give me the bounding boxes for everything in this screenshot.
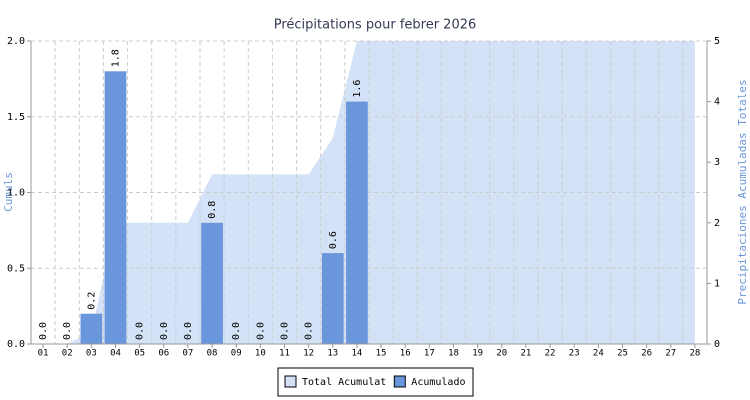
x-tick-label: 20	[496, 349, 507, 359]
legend-swatch	[393, 375, 406, 388]
x-tick-label: 17	[424, 349, 435, 359]
y2-tick-label: 4	[714, 97, 720, 108]
x-tick-label: 14	[352, 349, 363, 359]
x-tick-label: 19	[472, 349, 483, 359]
y-tick-label: 1.0	[7, 188, 25, 199]
y2-tick-label: 5	[714, 36, 720, 47]
data-label: 1.6	[352, 80, 363, 98]
x-tick-label: 05	[134, 349, 145, 359]
data-label: 0.6	[328, 231, 339, 249]
data-label: 0.0	[231, 322, 242, 340]
x-tick-label: 27	[665, 349, 676, 359]
x-tick-label: 08	[207, 349, 218, 359]
data-label: 0.2	[86, 292, 97, 310]
y2-tick-label: 1	[714, 278, 720, 289]
data-label: 0.0	[304, 322, 315, 340]
y2-tick-label: 0	[714, 339, 720, 350]
data-label: 0.8	[207, 201, 218, 219]
x-tick-label: 03	[86, 349, 97, 359]
x-tick-label: 28	[690, 349, 701, 359]
x-tick-label: 21	[521, 349, 532, 359]
data-label: 1.8	[111, 49, 122, 67]
y2-tick-label: 3	[714, 157, 720, 168]
x-tick-label: 01	[38, 349, 49, 359]
y-tick-label: 0.0	[7, 339, 25, 350]
x-tick-label: 23	[569, 349, 580, 359]
x-tick-label: 15	[376, 349, 387, 359]
data-label: 0.0	[38, 322, 49, 340]
x-tick-label: 11	[279, 349, 290, 359]
x-tick-label: 07	[183, 349, 194, 359]
x-tick-label: 16	[400, 349, 411, 359]
data-label: 0.0	[62, 322, 73, 340]
legend-box	[277, 367, 474, 397]
bar	[201, 222, 223, 344]
x-tick-label: 24	[593, 349, 604, 359]
x-tick-label: 26	[641, 349, 652, 359]
x-tick-label: 18	[448, 349, 459, 359]
legend-swatch	[284, 375, 297, 388]
y-axis-label: Cumuls	[2, 172, 15, 212]
bar	[321, 253, 344, 344]
x-tick-label: 09	[231, 349, 242, 359]
x-tick-label: 13	[327, 349, 338, 359]
y-tick-label: 0.5	[7, 263, 25, 274]
y2-tick-label: 2	[714, 218, 720, 229]
bar	[346, 101, 368, 344]
bar	[80, 313, 103, 344]
x-tick-label: 22	[545, 349, 556, 359]
x-tick-label: 04	[110, 349, 121, 359]
x-tick-label: 25	[617, 349, 628, 359]
x-tick-label: 06	[158, 349, 169, 359]
data-label: 0.0	[255, 322, 266, 340]
x-tick-label: 02	[62, 349, 73, 359]
x-tick-label: 12	[303, 349, 314, 359]
legend-label: Acumulado	[411, 377, 465, 388]
bar	[104, 71, 127, 345]
y-tick-label: 2.0	[7, 36, 25, 47]
x-tick-label: 10	[255, 349, 266, 359]
data-label: 0.0	[159, 322, 170, 340]
chart-title: Précipitations pour febrer 2026	[274, 18, 477, 33]
data-label: 0.0	[280, 322, 291, 340]
y-tick-label: 1.5	[7, 112, 25, 123]
y2-axis-label: Precipitaciones Acumuladas Totales	[736, 79, 749, 304]
data-label: 0.0	[135, 322, 146, 340]
legend-label: Total Acumulat	[302, 377, 386, 388]
data-label: 0.0	[183, 322, 194, 340]
